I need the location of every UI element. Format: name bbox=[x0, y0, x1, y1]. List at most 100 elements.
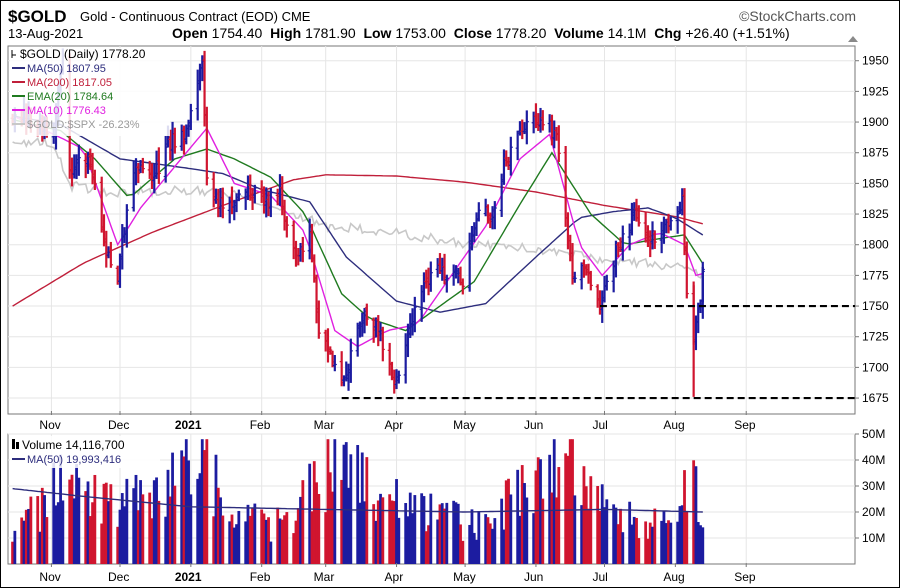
volume-ma-layer bbox=[12, 487, 703, 513]
volume-bar bbox=[77, 477, 81, 564]
volume-bar bbox=[605, 499, 609, 564]
volume-bar bbox=[429, 493, 433, 564]
volume-bar bbox=[628, 501, 632, 564]
volume-bar bbox=[285, 512, 289, 564]
volume-bar bbox=[331, 491, 334, 564]
volume-bar bbox=[344, 442, 348, 564]
volume-bar bbox=[228, 521, 232, 564]
volume-bar bbox=[548, 454, 552, 564]
volume-bar bbox=[184, 439, 188, 564]
volume-bar bbox=[664, 523, 668, 564]
volume-legend: Volume 14,116,700 MA(50) 19,993,416 bbox=[12, 438, 125, 466]
volume-bar bbox=[237, 510, 241, 564]
instrument-description: Gold - Continuous Contract (EOD) CME bbox=[80, 10, 310, 23]
volume-bar bbox=[372, 504, 376, 564]
price-x-label: Sep bbox=[734, 418, 756, 432]
series--gold-spx bbox=[12, 135, 704, 279]
volume-bar bbox=[532, 513, 536, 564]
volume-bar bbox=[134, 474, 138, 564]
volume-label: Volume bbox=[554, 25, 604, 41]
volume-bar bbox=[582, 466, 586, 564]
volume-bar bbox=[200, 439, 204, 564]
legend-volume: Volume 14,116,700 bbox=[22, 438, 125, 452]
volume-bar bbox=[653, 508, 657, 564]
volume-bar bbox=[267, 517, 270, 564]
volume-bar bbox=[155, 477, 158, 564]
volume-bar bbox=[11, 541, 14, 564]
volume-bar bbox=[292, 533, 296, 564]
symbol-title: $GOLD bbox=[8, 7, 67, 26]
volume-bar bbox=[500, 498, 504, 564]
low-label: Low bbox=[363, 25, 392, 41]
volume-bar bbox=[438, 504, 442, 564]
collapse-arrow-icon[interactable] bbox=[848, 36, 858, 42]
price-x-label: 2021 bbox=[175, 418, 202, 432]
volume-bar bbox=[136, 510, 140, 564]
volume-bar bbox=[504, 480, 508, 564]
volume-x-label: Mar bbox=[314, 570, 335, 584]
volume-bar bbox=[132, 488, 136, 564]
volume-bar bbox=[52, 462, 56, 564]
volume-bar bbox=[212, 516, 216, 564]
volume-x-label: Apr bbox=[385, 570, 404, 584]
ohlc-readout: Open 1754.40 High 1781.90 Low 1753.00 Cl… bbox=[172, 26, 790, 40]
reference-lines bbox=[341, 304, 855, 400]
volume-ma50-line bbox=[12, 487, 703, 513]
volume-x-label: 2021 bbox=[175, 570, 202, 584]
volume-bar bbox=[38, 531, 42, 564]
volume-x-label: May bbox=[453, 570, 476, 584]
volume-bar bbox=[68, 479, 72, 564]
open-label: Open bbox=[172, 25, 208, 41]
volume-bar bbox=[36, 496, 40, 564]
volume-y-tick-label: 50M bbox=[862, 427, 885, 441]
volume-x-label: Feb bbox=[250, 570, 271, 584]
stockcharts-brand[interactable]: ©StockCharts.com bbox=[739, 8, 856, 24]
high-value: 1781.90 bbox=[305, 25, 356, 41]
volume-bar bbox=[347, 487, 350, 564]
volume-bar bbox=[139, 480, 142, 564]
volume-bar bbox=[646, 538, 650, 564]
price-bars bbox=[10, 48, 705, 397]
volume-bar bbox=[454, 502, 458, 564]
volume-bar bbox=[164, 516, 168, 564]
volume-bar bbox=[539, 459, 542, 564]
volume-x-label: Sep bbox=[734, 570, 756, 584]
volume-bar bbox=[422, 496, 426, 564]
volume-bar bbox=[180, 450, 184, 564]
price-x-axis: Nov Dec 2021 Feb Mar Apr May Jun Jul Aug Sep bbox=[39, 411, 756, 432]
volume-bar bbox=[630, 524, 634, 564]
volume-bar bbox=[564, 453, 568, 564]
volume-bar bbox=[312, 461, 316, 564]
volume-bar bbox=[374, 520, 378, 564]
volume-bar bbox=[555, 497, 558, 564]
volume-bar bbox=[550, 492, 554, 564]
volume-bar bbox=[573, 495, 577, 564]
volume-bar bbox=[253, 503, 257, 564]
volume-bar bbox=[459, 524, 462, 564]
volume-bar bbox=[468, 524, 472, 564]
volume-bar bbox=[534, 470, 538, 564]
volume-bar bbox=[296, 508, 300, 564]
volume-bar bbox=[324, 512, 328, 564]
volume-bar bbox=[230, 514, 234, 564]
volume-bar bbox=[408, 492, 412, 564]
volume-bar bbox=[56, 502, 60, 564]
volume-bar bbox=[13, 530, 17, 564]
volume-bar bbox=[276, 507, 280, 564]
volume-y-tick-label: 10M bbox=[862, 531, 885, 545]
volume-bar bbox=[493, 518, 497, 564]
price-y-tick-label: 1825 bbox=[862, 207, 889, 221]
volume-bar bbox=[395, 479, 398, 564]
volume-bar bbox=[486, 517, 490, 564]
volume-bar bbox=[589, 476, 593, 564]
volume-bar bbox=[152, 480, 156, 564]
volume-bar bbox=[43, 495, 46, 564]
volume-bar bbox=[541, 498, 545, 564]
volume-bar bbox=[676, 521, 680, 564]
volume-bar bbox=[456, 503, 460, 564]
volume-bar bbox=[406, 516, 410, 564]
volume-bar bbox=[187, 460, 190, 564]
price-y-tick-label: 1775 bbox=[862, 268, 889, 282]
volume-bar bbox=[100, 523, 104, 564]
volume-bar bbox=[59, 454, 62, 564]
